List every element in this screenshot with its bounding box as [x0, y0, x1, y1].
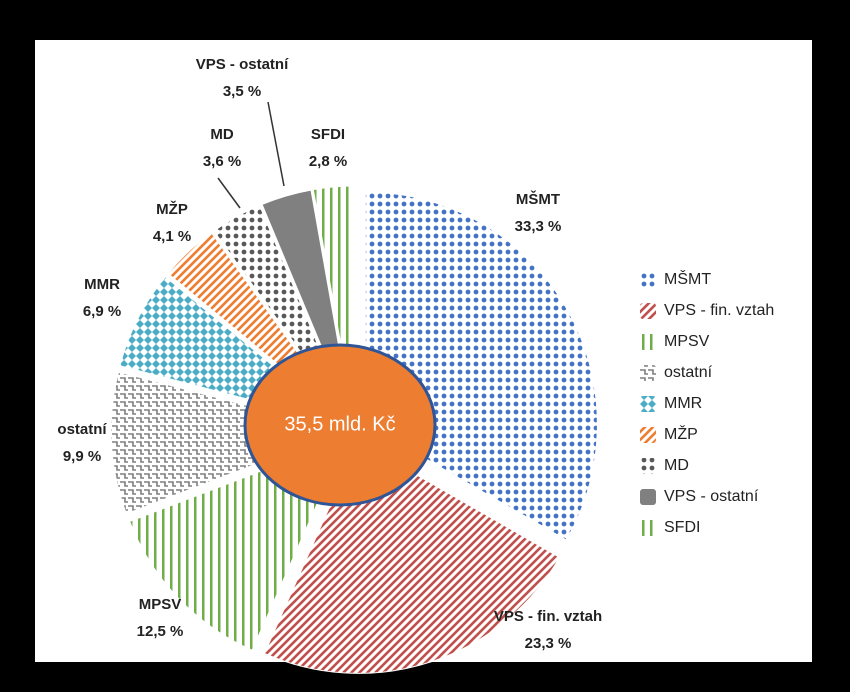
center-circle [243, 343, 437, 507]
legend-marker [640, 365, 656, 381]
legend-label: MPSV [664, 333, 710, 350]
legend-marker [640, 396, 656, 412]
legend-label: VPS - ostatní [664, 488, 759, 505]
legend-label: MMR [664, 395, 702, 412]
data-label: 2,8 % [309, 153, 347, 170]
legend-label: SFDI [664, 519, 700, 536]
pie-slice [110, 371, 345, 515]
data-label-name: MŽP [156, 200, 188, 218]
data-label-name: VPS - fin. vztah [494, 608, 602, 625]
data-label-name: VPS - ostatní [196, 56, 289, 73]
legend-label: MŽP [664, 424, 698, 443]
leader-line [217, 177, 241, 209]
data-label-name: MŠMT [516, 190, 560, 208]
data-label-name: SFDI [311, 126, 345, 143]
legend-marker [640, 334, 656, 350]
legend-marker [640, 489, 656, 505]
data-label-name: MMR [84, 276, 120, 293]
legend-marker [640, 520, 656, 536]
legend-marker [640, 427, 656, 443]
data-label-name: MPSV [139, 596, 182, 613]
data-label: 33,3 % [515, 218, 562, 235]
data-label-name: MD [210, 126, 233, 143]
legend-marker [640, 303, 656, 319]
center-label: 35,5 mld. Kč [284, 413, 395, 435]
legend-marker [640, 458, 656, 474]
data-label: 3,6 % [203, 153, 241, 170]
legend-label: MD [664, 457, 689, 474]
data-label: 6,9 % [83, 303, 121, 320]
legend-marker [640, 272, 656, 288]
legend-label: MŠMT [664, 269, 711, 288]
data-label: 3,5 % [223, 83, 261, 100]
legend-label: VPS - fin. vztah [664, 302, 774, 319]
data-label: 23,3 % [525, 635, 572, 652]
data-label: 9,9 % [63, 448, 101, 465]
data-label-name: ostatní [57, 421, 107, 438]
data-label: 12,5 % [137, 623, 184, 640]
leader-line [267, 101, 285, 187]
legend-label: ostatní [664, 364, 713, 381]
data-label: 4,1 % [153, 228, 191, 245]
